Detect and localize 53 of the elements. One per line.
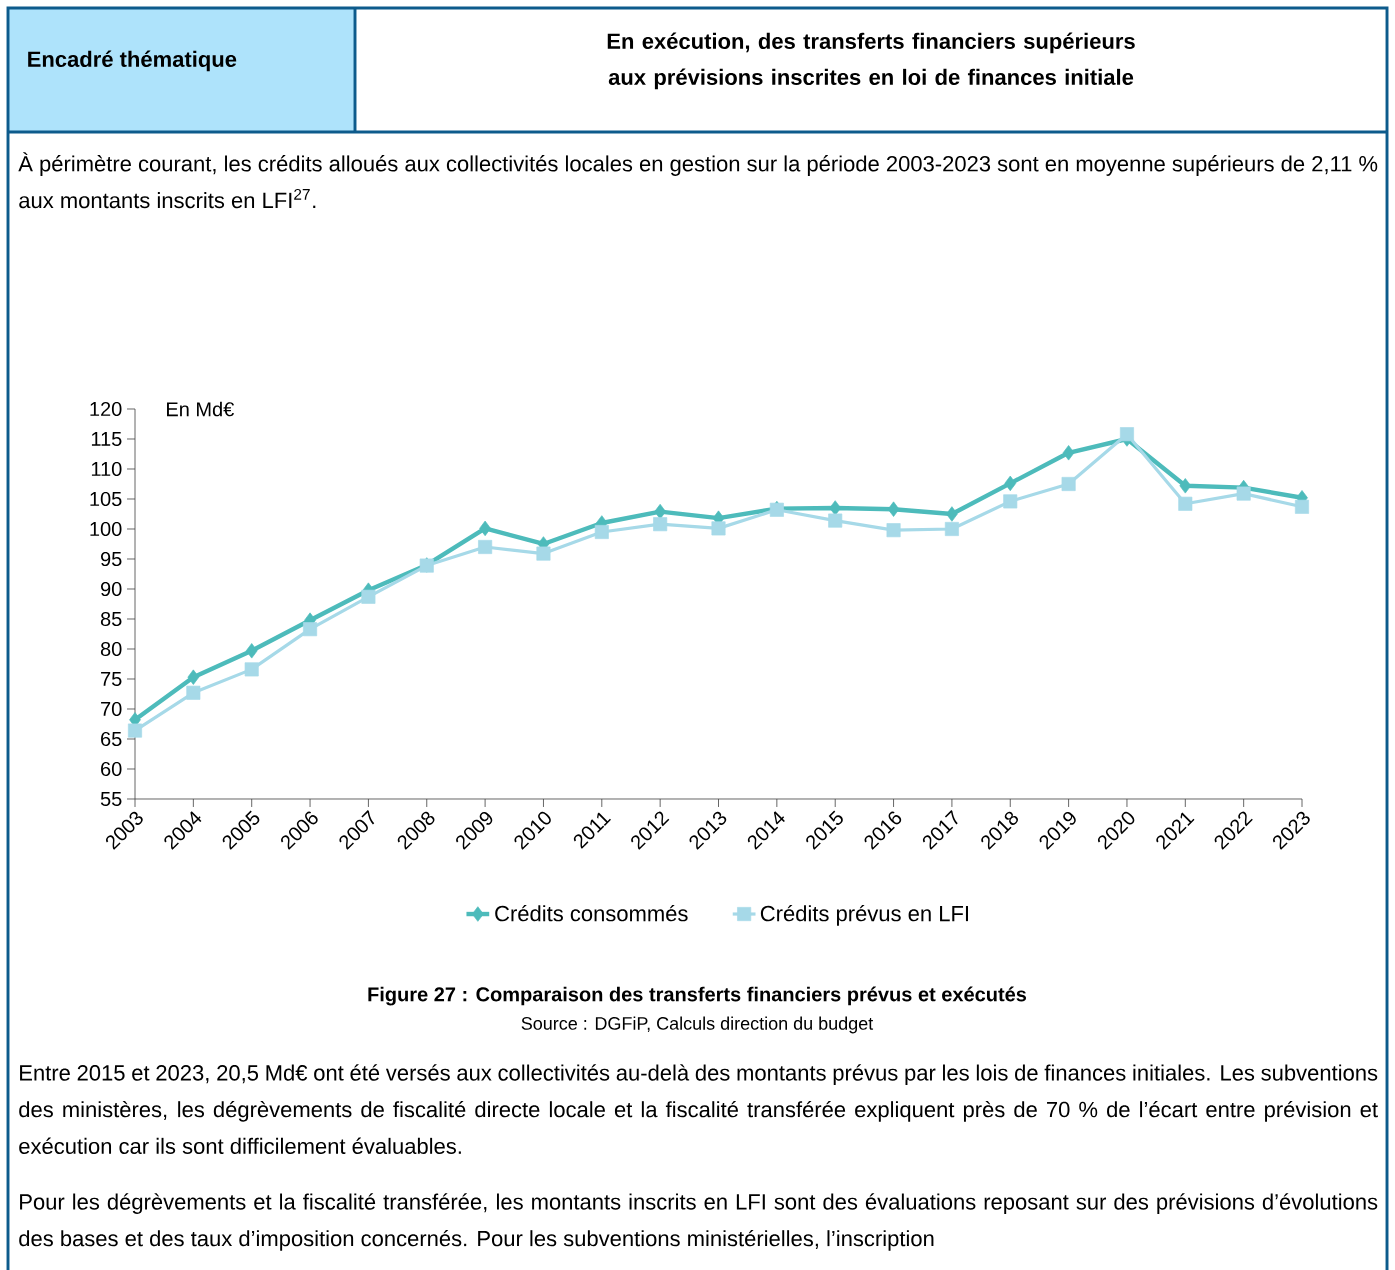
point: [1236, 486, 1251, 501]
text: À périmètre courant, les crédits alloués aux collectivités locales en gestion sur la période 2003-2023 sont en moyenne supérieurs de 2,11 % aux montants inscrits en LFI$^{27}$.: [18, 152, 1378, 209]
y-tick-label: 75: [101, 672, 122, 686]
legend-label: Crédits prévus en LFI: [760, 904, 969, 926]
y-tick-label: 115: [91, 432, 122, 446]
y-tick-label: 85: [100, 611, 122, 627]
y-tick-label: 55: [100, 792, 122, 806]
y-axis-title: En Md€: [167, 401, 235, 417]
point: [244, 662, 259, 677]
point: [594, 524, 609, 539]
point: [653, 517, 668, 532]
y-tick-label: 80: [100, 641, 122, 657]
caption: Figure 27 : Comparaison des transferts financiers prévus et exécutés: [368, 986, 1027, 1006]
point: [128, 723, 143, 738]
point: [711, 521, 726, 536]
y-tick-label: 90: [100, 581, 122, 597]
point: [828, 513, 843, 528]
point: [946, 506, 958, 522]
point: [1178, 496, 1193, 511]
y-tick-label: 60: [101, 761, 122, 777]
point: [187, 669, 200, 685]
point: [654, 503, 666, 520]
point: [478, 539, 493, 554]
y-tick-label: 100: [90, 521, 122, 537]
point: [1119, 427, 1134, 442]
point: [479, 520, 491, 537]
text: Pour les dégrèvements et la fiscalité transférée, les montants inscrits en LFI sont des évaluations reposant sur des prévisions d’évolutions des bases et des taux d’imposition concernés. Pour les subventions ministérielles, l’inscription: [19, 1193, 1378, 1251]
y-tick-label: 95: [100, 551, 122, 567]
point: [303, 622, 318, 637]
point: [361, 589, 376, 604]
point: [536, 546, 551, 561]
point: [829, 500, 842, 516]
source-note: Source : DGFiP, Calculs direction du budget: [521, 1016, 874, 1034]
point: [1003, 494, 1018, 509]
point: [245, 643, 258, 659]
point: [944, 521, 959, 536]
point: [887, 501, 900, 517]
y-tick-label: 120: [90, 401, 122, 417]
legend-label: Crédits consommés: [495, 904, 688, 922]
y-tick-label: 70: [101, 701, 122, 717]
point: [186, 685, 201, 700]
point: [1061, 476, 1076, 491]
point: [886, 523, 901, 538]
point: [1004, 475, 1017, 492]
y-tick-label: 105: [90, 491, 122, 507]
point: [1295, 499, 1310, 514]
y-tick-label: 65: [101, 731, 122, 747]
point: [1179, 478, 1192, 494]
text: Entre 2015 et 2023, 20,5 Md€ ont été versés aux collectivités au-delà des montants prévus par les lois de finances initiales. Les subventions des ministères, les dégrèvements de fiscalité directe locale et la fiscalité transférée expliquent près de 70 % de l’écart entre prévision et exécution car ils sont difficilement évaluables.: [19, 1064, 1378, 1154]
chart-title: En exécution, des transferts financiers supérieurs aux prévisions inscrites en loi de finances initiale: [607, 32, 1135, 90]
text: Encadré thématique: [28, 50, 237, 72]
y-tick-label: 110: [91, 461, 122, 477]
point: [1062, 445, 1075, 461]
